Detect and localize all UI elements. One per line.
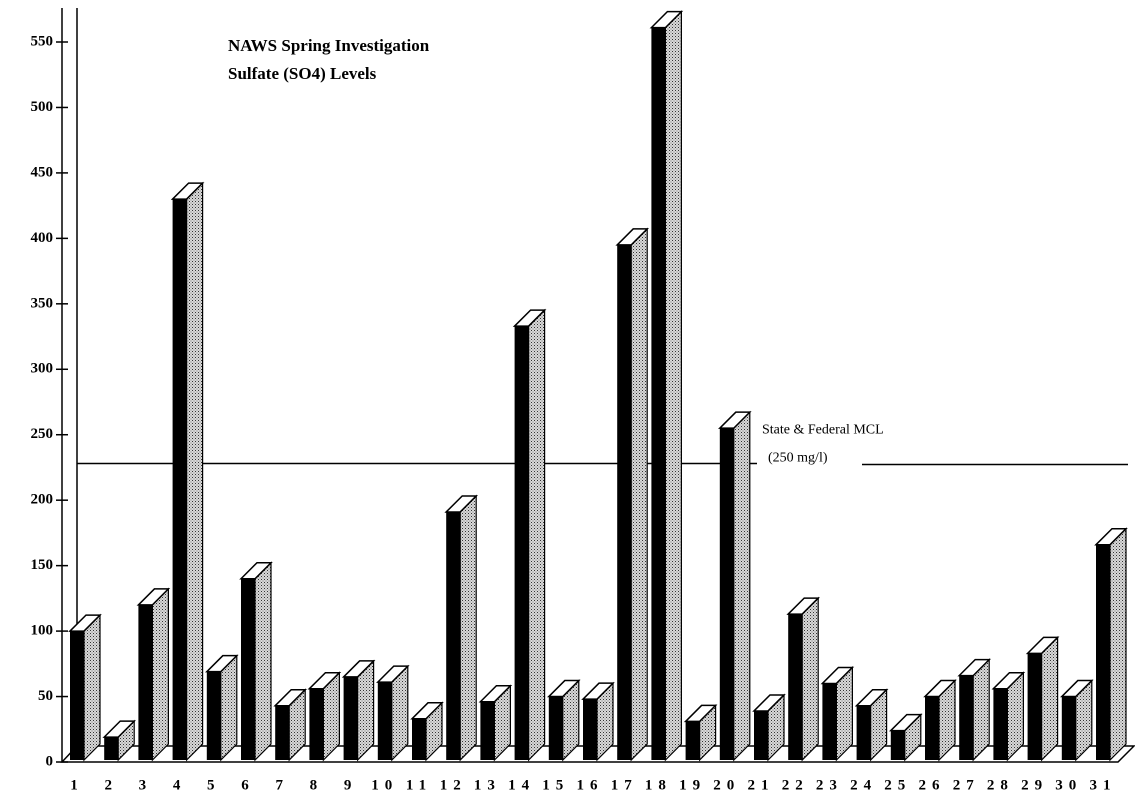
- x-tick-label: 16: [577, 777, 604, 793]
- bar: [104, 737, 119, 760]
- y-tick-label: 350: [31, 295, 54, 311]
- bar: [309, 688, 324, 760]
- bar: [275, 705, 290, 760]
- x-tick-label: 29: [1021, 777, 1048, 793]
- bar: [377, 682, 392, 760]
- bar: [685, 721, 700, 760]
- x-tick-label: 19: [679, 777, 706, 793]
- bar: [617, 244, 632, 761]
- bar: [856, 705, 871, 760]
- y-tick-label: 400: [31, 230, 54, 246]
- bar: [206, 671, 221, 760]
- x-tick-label: 6: [241, 777, 255, 793]
- x-tick-label: 17: [611, 777, 638, 793]
- bar-side: [733, 410, 751, 762]
- x-tick-label: 31: [1090, 777, 1117, 793]
- bar: [993, 688, 1008, 760]
- reference-label: State & Federal MCL: [762, 423, 884, 438]
- x-tick-label: 5: [207, 777, 221, 793]
- x-tick-label: 12: [440, 777, 467, 793]
- x-tick-label: 2: [104, 777, 118, 793]
- y-tick-label: 150: [31, 557, 54, 573]
- bar-side: [151, 587, 169, 762]
- x-tick-label: 24: [850, 777, 877, 793]
- x-tick-label: 21: [748, 777, 775, 793]
- x-tick-label: 26: [919, 777, 946, 793]
- bar: [788, 614, 803, 760]
- x-tick-label: 23: [816, 777, 843, 793]
- bar: [343, 676, 358, 760]
- y-tick-label: 50: [38, 688, 53, 704]
- bar: [480, 701, 495, 760]
- y-tick-label: 100: [31, 623, 54, 639]
- x-tick-label: 27: [953, 777, 980, 793]
- bar-side: [1040, 635, 1059, 762]
- bar: [1096, 544, 1110, 760]
- bar: [822, 683, 837, 760]
- bar-side: [186, 181, 204, 762]
- bar-side: [459, 494, 477, 762]
- x-tick-label: 3: [139, 777, 153, 793]
- bar-side: [220, 654, 238, 762]
- bar-side: [972, 658, 990, 762]
- x-tick-label: 10: [371, 777, 398, 793]
- bar: [412, 718, 426, 760]
- y-tick-label: 500: [31, 99, 54, 115]
- chart-subtitle: Sulfate (SO4) Levels: [228, 64, 377, 83]
- x-tick-label: 28: [987, 777, 1014, 793]
- bar-side: [357, 659, 375, 762]
- bar: [548, 696, 563, 760]
- x-tick-label: 7: [275, 777, 289, 793]
- bar: [719, 428, 734, 760]
- bar-side: [630, 227, 648, 762]
- bar: [1027, 653, 1042, 760]
- bar-side: [254, 561, 272, 762]
- bar: [754, 710, 768, 760]
- bar: [241, 578, 255, 760]
- y-tick-label: 450: [31, 164, 54, 180]
- bar: [890, 730, 905, 760]
- reference-sublabel: (250 mg/l): [768, 451, 828, 466]
- bar-side: [664, 10, 683, 762]
- x-tick-label: 22: [782, 777, 809, 793]
- x-tick-label: 25: [884, 777, 911, 793]
- bar: [172, 199, 187, 760]
- x-tick-label: 15: [542, 777, 569, 793]
- bar: [959, 675, 974, 760]
- x-tick-label: 30: [1055, 777, 1082, 793]
- y-tick-label: 550: [31, 33, 54, 49]
- x-tick-label: 11: [406, 777, 432, 793]
- x-tick-label: 13: [474, 777, 501, 793]
- bar: [138, 604, 153, 760]
- x-tick-label: 8: [310, 777, 324, 793]
- y-tick-label: 0: [46, 753, 54, 769]
- bar-side: [1109, 527, 1127, 762]
- bar: [651, 27, 666, 761]
- x-tick-label: 18: [645, 777, 672, 793]
- x-tick-label: 14: [508, 777, 535, 793]
- bar-side: [801, 596, 819, 762]
- bar: [446, 511, 461, 760]
- x-tick-label: 20: [713, 777, 740, 793]
- y-tick-label: 200: [31, 492, 54, 508]
- bar: [1061, 696, 1076, 760]
- y-tick-label: 250: [31, 426, 54, 442]
- bar: [70, 631, 84, 760]
- bar-side: [527, 308, 546, 762]
- bar: [514, 326, 529, 760]
- chart-title: NAWS Spring Investigation: [228, 36, 430, 55]
- x-tick-label: 4: [173, 777, 187, 793]
- bar-side: [83, 613, 101, 762]
- bar: [925, 696, 939, 760]
- bar: [583, 699, 597, 760]
- y-tick-label: 300: [31, 361, 54, 377]
- x-tick-label: 9: [344, 777, 358, 793]
- x-tick-label: 1: [70, 777, 84, 793]
